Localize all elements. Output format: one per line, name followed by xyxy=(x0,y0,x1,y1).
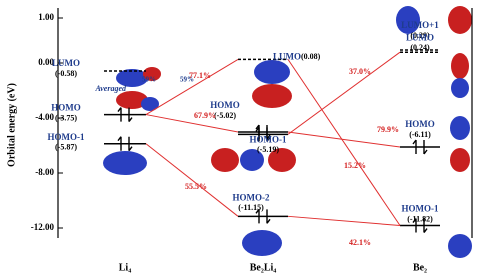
level-name: HOMO xyxy=(210,100,240,110)
correlation-line xyxy=(145,143,239,217)
contribution-label: 79.9% xyxy=(377,125,399,134)
column-label: Be₂ xyxy=(413,262,427,273)
level-energy: (-0.58) xyxy=(55,69,77,78)
y-tick-label: -4.00 xyxy=(35,112,54,122)
correlation-line xyxy=(287,59,401,226)
split-label: 59% xyxy=(180,76,194,84)
orbital-lobes xyxy=(103,6,472,258)
contribution-label: 37.0% xyxy=(349,67,371,76)
level-name: HOMO-1 xyxy=(402,204,439,214)
correlation-line xyxy=(145,58,239,115)
level-energy: (0.08) xyxy=(301,52,321,61)
y-tick-label: 1.00 xyxy=(38,12,54,22)
column-label: Li₄ xyxy=(119,262,131,273)
level-name: HOMO-2 xyxy=(233,192,270,202)
electron-up xyxy=(117,136,122,151)
electron-down xyxy=(423,218,428,233)
level-name: LUMO xyxy=(273,51,301,61)
contribution-label: 42.1% xyxy=(349,238,371,247)
y-tick-label: -8.00 xyxy=(35,167,54,177)
correlation-line xyxy=(287,51,401,135)
level-name: HOMO xyxy=(51,103,81,113)
electron-down xyxy=(266,209,271,224)
electron-up xyxy=(412,139,417,155)
electron-up xyxy=(117,107,122,122)
electron-up xyxy=(255,208,260,224)
correlation-line xyxy=(287,215,401,227)
split-label: 59% xyxy=(142,76,156,84)
contribution-label: 77.1% xyxy=(189,71,211,80)
level-energy: (-6.11) xyxy=(409,130,431,139)
contribution-label: 15.2% xyxy=(344,161,366,170)
correlation-line xyxy=(287,131,401,148)
correlation-line xyxy=(145,114,239,133)
level-name: HOMO xyxy=(405,119,435,129)
level-energy: (-5.02) xyxy=(214,111,236,120)
level-name: LUMO xyxy=(52,58,80,68)
y-tick-label: 0.00 xyxy=(38,57,54,67)
level-energy: (-3.75) xyxy=(55,113,77,122)
level-energy: (0.29) xyxy=(410,31,430,40)
contribution-label: 67.9% xyxy=(194,111,216,120)
level-name: HOMO-1 xyxy=(250,134,287,144)
level-energy: (-5.87) xyxy=(55,143,77,152)
electron-up xyxy=(255,126,260,142)
electron-down xyxy=(423,140,428,155)
level-energy: (-5.19) xyxy=(257,145,279,154)
column-label: Be₂Li₄ xyxy=(250,262,277,273)
level-name: LUMO+1 xyxy=(401,20,439,30)
level-energy: (-11.15) xyxy=(238,203,264,212)
level-name: LUMO xyxy=(406,32,434,42)
electron-down xyxy=(128,107,133,122)
contribution-label: 55.5% xyxy=(185,182,207,191)
level-energy: (0.24) xyxy=(410,43,430,52)
electron-down xyxy=(128,136,133,152)
level-energy: (-11.82) xyxy=(407,214,433,223)
electron-down xyxy=(266,127,271,142)
axis-title: Orbital energy (eV) xyxy=(6,83,17,167)
y-tick-label: -12.00 xyxy=(31,222,55,232)
level-name: HOMO-1 xyxy=(48,132,85,142)
averaged-label: Averaged xyxy=(94,84,127,93)
electron-up xyxy=(412,218,417,233)
